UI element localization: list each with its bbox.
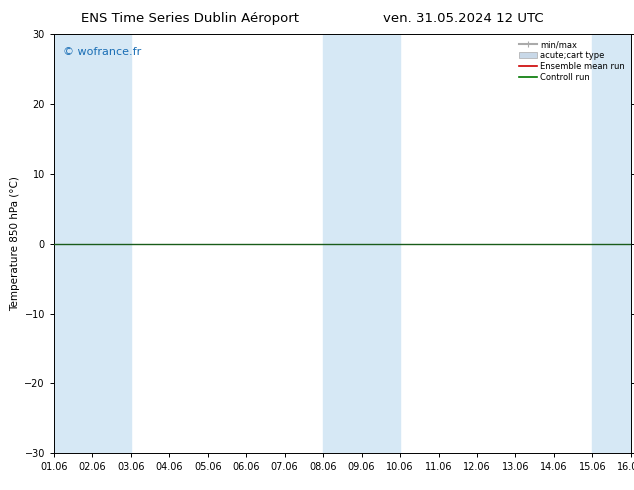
Legend: min/max, acute;cart type, Ensemble mean run, Controll run: min/max, acute;cart type, Ensemble mean … xyxy=(517,39,626,84)
Bar xyxy=(592,34,634,453)
Bar xyxy=(54,34,131,453)
Y-axis label: Temperature 850 hPa (°C): Temperature 850 hPa (°C) xyxy=(10,176,20,311)
Text: © wofrance.fr: © wofrance.fr xyxy=(63,47,141,57)
Text: ven. 31.05.2024 12 UTC: ven. 31.05.2024 12 UTC xyxy=(382,12,543,25)
Text: ENS Time Series Dublin Aéroport: ENS Time Series Dublin Aéroport xyxy=(81,12,299,25)
Bar xyxy=(323,34,400,453)
